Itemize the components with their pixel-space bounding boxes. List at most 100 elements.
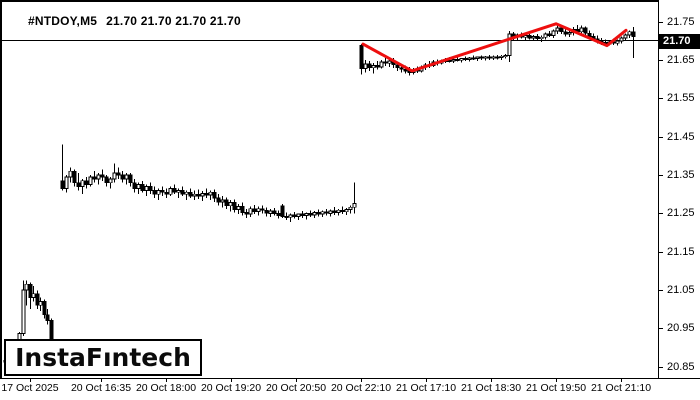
candle-body xyxy=(160,189,165,193)
candle-body xyxy=(359,45,364,69)
candle-body xyxy=(547,33,552,37)
symbol-timeframe-label: #NTDOY,M5 xyxy=(28,14,98,28)
candle-body xyxy=(140,184,145,191)
candle-body xyxy=(336,209,341,213)
candle-body xyxy=(503,55,508,58)
candle-body xyxy=(379,61,384,68)
candle-body xyxy=(68,170,73,178)
candles-group xyxy=(3,24,636,365)
candle-body xyxy=(168,188,173,195)
price-axis-label: 21.35 xyxy=(667,169,695,182)
candle-body xyxy=(527,35,532,39)
candle-body xyxy=(216,197,221,203)
candle-body xyxy=(240,206,245,213)
price-axis-label: 21.25 xyxy=(667,207,695,220)
price-axis-label: 20.85 xyxy=(667,360,695,373)
candle-body xyxy=(507,33,512,56)
candle-body xyxy=(288,214,293,218)
candle-body xyxy=(96,174,101,180)
time-axis-label: 20 Oct 19:20 xyxy=(200,382,262,394)
candle-body xyxy=(316,212,321,215)
time-axis-label: 17 Oct 2025 xyxy=(1,382,59,394)
candle-body xyxy=(220,199,225,203)
candle-body xyxy=(184,191,189,195)
candle-body xyxy=(367,63,372,69)
candle-body xyxy=(92,176,97,180)
candle-body xyxy=(551,30,556,37)
candle-body xyxy=(499,55,504,58)
candle-body xyxy=(344,209,349,213)
candle-body xyxy=(340,209,345,213)
candle-body xyxy=(104,176,109,184)
candle-body xyxy=(284,216,289,219)
axis-ticks xyxy=(30,22,663,382)
candle-body xyxy=(567,32,572,35)
candle-body xyxy=(272,210,277,214)
candle-body xyxy=(188,191,193,197)
candle-body xyxy=(264,209,269,214)
candle-body xyxy=(623,34,628,39)
candle-body xyxy=(256,208,261,212)
candle-body xyxy=(252,208,257,212)
candle-wick xyxy=(354,182,355,214)
candle-body xyxy=(363,63,368,69)
candle-body xyxy=(535,36,540,40)
candle-body xyxy=(176,189,181,193)
candle-body xyxy=(204,193,209,196)
candle-body xyxy=(268,210,273,214)
candle-body xyxy=(459,58,464,61)
ohlc-values: 21.70 21.70 21.70 21.70 xyxy=(106,14,241,28)
candle-body xyxy=(348,206,353,210)
candle-wick xyxy=(633,27,634,59)
candle-body xyxy=(395,64,400,69)
time-axis-label: 20 Oct 16:35 xyxy=(70,382,132,394)
candle-body xyxy=(116,172,121,176)
time-axis-label: 20 Oct 18:00 xyxy=(135,382,197,394)
price-axis-label: 21.05 xyxy=(667,283,695,296)
time-axis-label: 20 Oct 22:10 xyxy=(330,382,392,394)
candle-body xyxy=(463,58,468,61)
candle-body xyxy=(72,170,77,184)
candle-wick xyxy=(186,190,187,200)
candle-body xyxy=(320,211,325,215)
candle-body xyxy=(112,172,117,180)
candle-wick xyxy=(26,280,27,306)
candle-body xyxy=(200,193,205,197)
candle-body xyxy=(371,65,376,69)
candle-body xyxy=(495,56,500,59)
current-price-badge: 21.70 xyxy=(659,34,700,49)
candle-body xyxy=(300,213,305,217)
candle-body xyxy=(64,176,69,189)
time-axis-label: 21 Oct 21:10 xyxy=(590,382,652,394)
price-axis-label: 21.15 xyxy=(667,245,695,258)
candle-body xyxy=(152,189,157,195)
candle-body xyxy=(555,27,560,32)
candle-body xyxy=(164,191,169,195)
candle-body xyxy=(631,31,636,37)
candle-body xyxy=(280,205,285,217)
candle-body xyxy=(124,174,129,180)
candle-body xyxy=(328,210,333,214)
candle-body xyxy=(312,212,317,216)
candle-body xyxy=(332,210,337,213)
candle-body xyxy=(232,202,237,210)
price-axis-label: 21.45 xyxy=(667,130,695,143)
candle-body xyxy=(491,56,496,59)
time-axis-label: 21 Oct 19:50 xyxy=(525,382,587,394)
candle-body xyxy=(352,202,357,208)
candle-body xyxy=(60,180,65,189)
time-axis-label: 21 Oct 17:10 xyxy=(395,382,457,394)
candle-body xyxy=(587,32,592,37)
candle-body xyxy=(120,174,125,180)
candle-body xyxy=(543,33,548,38)
candle-body xyxy=(467,57,472,60)
candle-body xyxy=(76,182,81,187)
candle-body xyxy=(579,27,584,33)
candle-body xyxy=(28,283,33,299)
candle-body xyxy=(42,301,47,316)
candle-body xyxy=(403,68,408,72)
candle-body xyxy=(276,212,281,217)
candle-wick xyxy=(178,188,179,199)
